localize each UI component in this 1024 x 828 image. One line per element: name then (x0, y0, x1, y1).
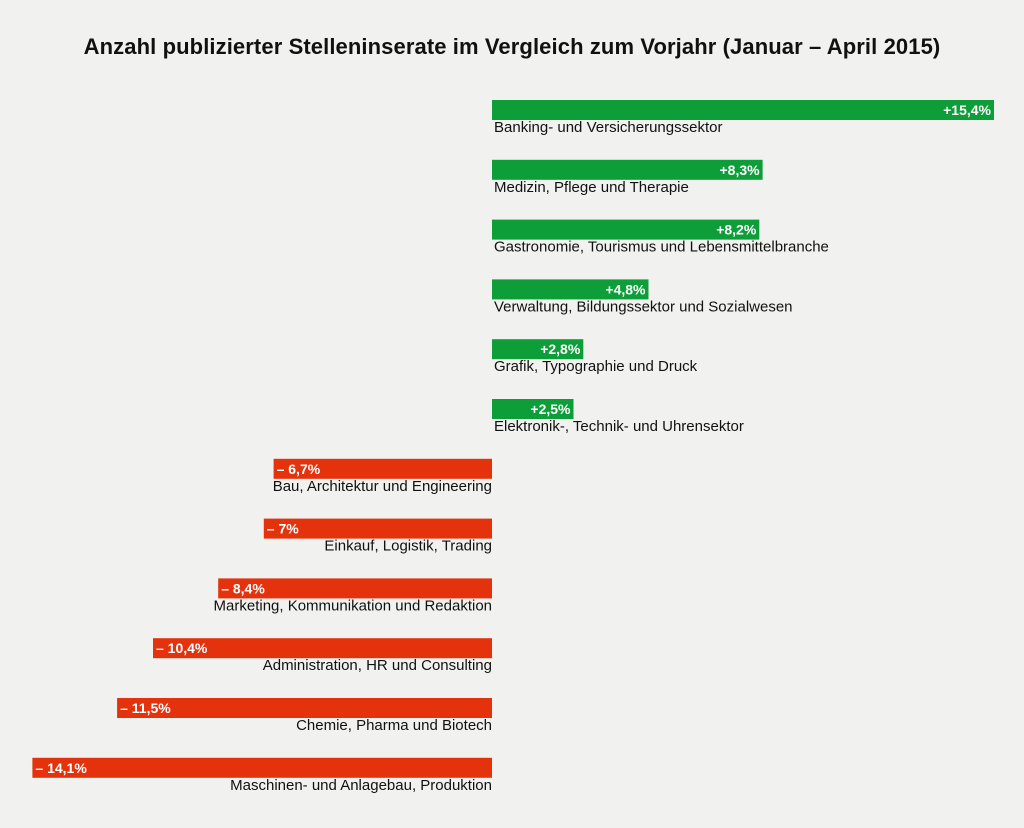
category-label: Medizin, Pflege und Therapie (494, 179, 689, 196)
category-label: Banking- und Versicherungssektor (494, 119, 722, 136)
category-label: Grafik, Typographie und Druck (494, 358, 698, 375)
bar-value-label: +2,8% (540, 341, 581, 357)
bar (492, 159, 763, 180)
bar-value-label: – 7% (267, 521, 299, 537)
bar (117, 698, 492, 718)
bar-value-label: – 11,5% (120, 700, 171, 716)
bar-group: +8,2%Gastronomie, Tourismus und Lebensmi… (492, 219, 829, 256)
bar-value-label: – 14,1% (35, 760, 87, 776)
bar-value-label: – 6,7% (277, 461, 321, 477)
bar-group: +2,8%Grafik, Typographie und Druck (492, 339, 698, 375)
category-label: Verwaltung, Bildungssektor und Sozialwes… (494, 298, 793, 315)
bar-group: – 14,1% Maschinen- und Anlagebau, Produkt… (32, 757, 493, 794)
category-label: Chemie, Pharma und Biotech (296, 717, 492, 734)
category-label: Marketing, Kommunikation und Redaktion (214, 597, 492, 614)
bar-value-label: +8,3% (720, 162, 761, 178)
category-label: Elektronik-, Technik- und Uhrensektor (494, 418, 744, 435)
bar-value-label: +8,2% (716, 222, 757, 238)
bar (492, 100, 994, 120)
bar-group: +2,5%Elektronik-, Technik- und Uhrensekt… (492, 399, 744, 435)
category-label: Administration, HR und Consulting (263, 657, 492, 674)
bar-group: – 11,5% Chemie, Pharma und Biotech (117, 698, 492, 734)
bar-group: – 8,4%Marketing, Kommunikation und Redak… (214, 578, 492, 614)
chart-title: Anzahl publizierter Stelleninserate im V… (83, 34, 941, 59)
bar-value-label: – 10,4% (156, 640, 208, 656)
bar (492, 339, 584, 360)
bar (492, 399, 574, 419)
category-label: Gastronomie, Tourismus und Lebensmittelb… (494, 239, 829, 256)
bar-group: – 7% Einkauf, Logistik, Trading (263, 518, 492, 555)
bar (263, 518, 492, 539)
bar (492, 279, 649, 300)
bar-group: +8,3% Medizin, Pflege und Therapie (492, 159, 763, 196)
bar-group: +15,4% Banking- und Versicherungssektor (492, 100, 994, 136)
bar (153, 638, 492, 659)
category-label: Einkauf, Logistik, Trading (324, 538, 492, 555)
category-label: Bau, Architektur und Engineering (273, 478, 492, 495)
bar-value-label: – 8,4% (221, 580, 265, 596)
bar-group: +4,8%Verwaltung, Bildungssektor und Sozi… (492, 279, 793, 315)
bar (218, 578, 492, 599)
bar (32, 757, 493, 778)
category-label: Maschinen- und Anlagebau, Produktion (230, 777, 492, 794)
bar-group: – 6,7%Bau, Architektur und Engineering (273, 458, 492, 495)
bar-value-label: +2,5% (530, 401, 571, 417)
bar (273, 458, 492, 479)
bar-value-label: +15,4% (943, 102, 991, 118)
bar-group: – 10,4% Administration, HR und Consulting (153, 638, 492, 674)
bar (492, 219, 760, 240)
bar-value-label: +4,8% (605, 281, 646, 297)
